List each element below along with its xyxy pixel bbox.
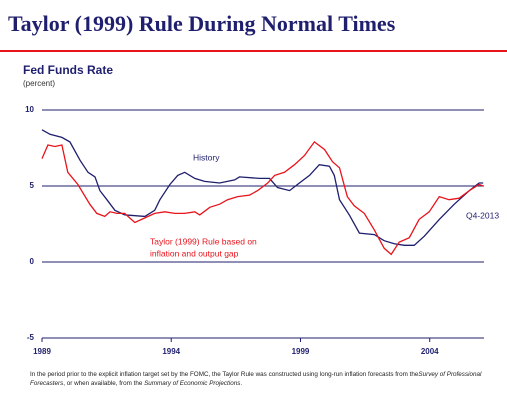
series-line <box>41 140 484 256</box>
footnote: In the period prior to the explicit infl… <box>30 370 500 388</box>
y-tick-label: -5 <box>27 333 35 342</box>
y-tick-label: 10 <box>25 105 34 114</box>
y-tick-label: 5 <box>30 181 35 190</box>
annotation: inflation and output gap <box>150 248 239 258</box>
x-tick-label: 1989 <box>33 347 51 356</box>
y-axis-unit: (percent) <box>23 79 55 88</box>
series-line <box>41 129 484 246</box>
chart-title: Taylor (1999) Rule During Normal Times <box>8 11 396 36</box>
annotation: History <box>193 152 220 162</box>
footnote-part: . <box>240 380 243 387</box>
x-tick-label: 2004 <box>421 347 439 356</box>
x-tick-label: 1999 <box>292 347 310 356</box>
footnote-part: Summary of Economic Projections <box>144 380 241 387</box>
annotation: Q4-2013 <box>466 210 499 220</box>
footnote-part: In the period prior to the explicit infl… <box>30 371 419 378</box>
annotation: Taylor (1999) Rule based on <box>150 236 257 246</box>
y-tick-label: 0 <box>30 257 35 266</box>
y-axis-title: Fed Funds Rate <box>23 63 113 77</box>
footnote-part: , or when available, from the <box>63 380 145 387</box>
x-tick-label: 1994 <box>162 347 180 356</box>
footnote-part: Survey of Professional Forecasters <box>30 371 482 387</box>
